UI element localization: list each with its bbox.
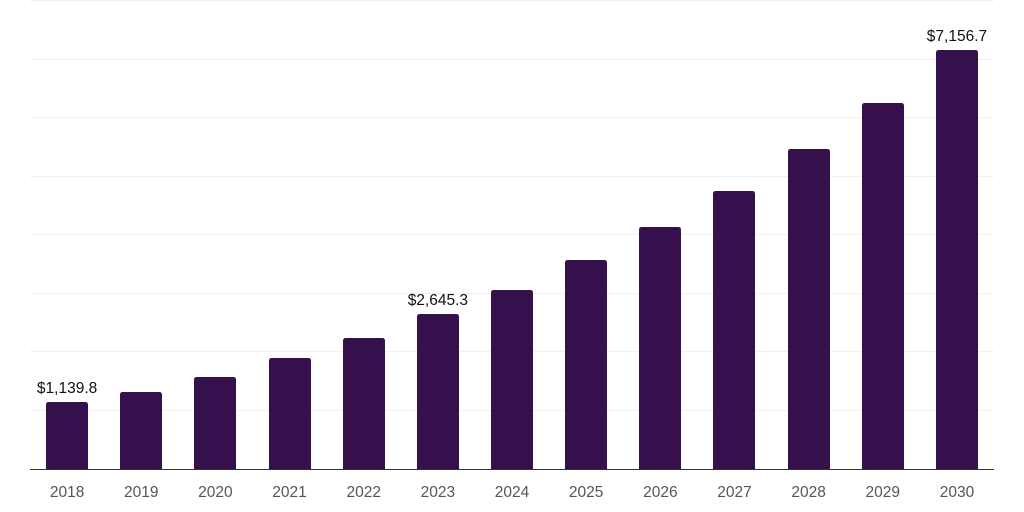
x-tick-label-2027: 2027 xyxy=(717,484,752,501)
bar-2018 xyxy=(46,402,89,469)
bar-2026 xyxy=(639,227,682,469)
bar-2030 xyxy=(935,50,978,469)
bar-column-2028 xyxy=(772,1,846,469)
x-tick-label-2028: 2028 xyxy=(791,484,826,501)
bar-column-2019 xyxy=(104,1,178,469)
value-label-2023: $2,645.3 xyxy=(407,291,469,309)
bar-column-2023: $2,645.3 xyxy=(401,1,475,469)
gridline xyxy=(30,0,994,1)
x-tick-label-2023: 2023 xyxy=(420,484,456,501)
x-tick-label-2019: 2019 xyxy=(123,484,159,501)
bar-2022 xyxy=(342,338,385,469)
value-label-2030: $7,156.7 xyxy=(926,27,988,45)
bar-2019 xyxy=(120,392,163,469)
bar-2028 xyxy=(787,149,830,469)
x-tick-label-2021: 2021 xyxy=(272,484,307,501)
x-tick-label-2026: 2026 xyxy=(643,484,678,501)
x-tick-label-2030: 2030 xyxy=(939,484,975,501)
bar-column-2021 xyxy=(252,1,326,469)
bar-2021 xyxy=(268,357,311,469)
gridline xyxy=(30,58,994,60)
bar-2025 xyxy=(565,259,608,469)
bar-column-2026 xyxy=(623,1,697,469)
bar-column-2027 xyxy=(697,1,771,469)
bar-column-2018: $1,139.8 xyxy=(30,1,104,469)
plot-area: $1,139.8 $2,645.3 $7,156.7 xyxy=(30,0,994,470)
bar-column-2025 xyxy=(549,1,623,469)
bar-2020 xyxy=(194,377,237,469)
bar-2027 xyxy=(713,191,756,469)
x-tick-label-2025: 2025 xyxy=(568,484,604,501)
bar-2023 xyxy=(416,314,459,469)
x-tick-label-2024: 2024 xyxy=(494,484,530,501)
bar-columns: $1,139.8 $2,645.3 $7,156.7 xyxy=(30,1,994,469)
bar-column-2024 xyxy=(475,1,549,469)
bar-column-2020 xyxy=(178,1,252,469)
gridline xyxy=(30,234,994,235)
gridline xyxy=(30,175,994,177)
bar-column-2029 xyxy=(846,1,920,469)
x-tick-label-2029: 2029 xyxy=(865,484,901,501)
bar-column-2022 xyxy=(327,1,401,469)
x-tick-label-2020: 2020 xyxy=(198,484,233,501)
bar-2024 xyxy=(491,289,534,469)
x-tick-label-2018: 2018 xyxy=(49,484,85,501)
bar-2029 xyxy=(861,102,904,469)
gridline xyxy=(30,117,994,118)
x-axis-labels: 2018 2019 2020 2021 2022 2023 2024 2025 2026 2027… xyxy=(30,471,994,503)
x-tick-label-2022: 2022 xyxy=(346,484,381,501)
bar-column-2030: $7,156.7 xyxy=(920,1,994,469)
value-label-2018: $1,139.8 xyxy=(36,379,98,397)
